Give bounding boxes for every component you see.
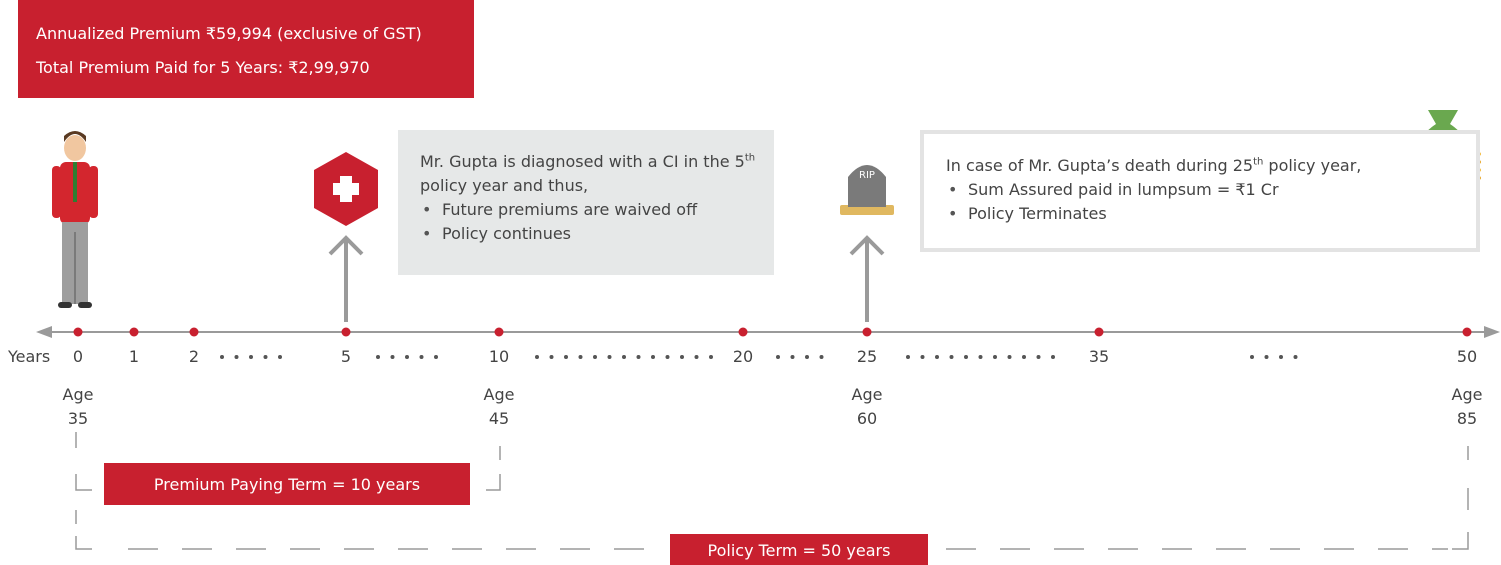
text: policy year, [1263, 156, 1361, 175]
ellipsis-dot [776, 355, 780, 359]
age-value: 85 [1457, 409, 1477, 428]
ellipsis-dot [1294, 355, 1298, 359]
ellipsis-dot [376, 355, 380, 359]
ellipsis-dot [805, 355, 809, 359]
year-label: 50 [1457, 347, 1477, 366]
year-label: 20 [733, 347, 753, 366]
year-label: 1 [129, 347, 139, 366]
ellipsis-dot [1265, 355, 1269, 359]
timeline-point [1463, 328, 1472, 337]
callout-intro: In case of Mr. Gupta’s death during 25th… [946, 154, 1460, 178]
timeline-point [495, 328, 504, 337]
ellipsis-dot [405, 355, 409, 359]
ellipsis-dot [593, 355, 597, 359]
ellipsis-dot [651, 355, 655, 359]
timeline-point [190, 328, 199, 337]
axis-arrow [1484, 326, 1500, 338]
age-label: Age [1452, 385, 1483, 404]
timeline-point [342, 328, 351, 337]
ci-callout: Mr. Gupta is diagnosed with a CI in the … [398, 130, 774, 275]
ellipsis-dot [680, 355, 684, 359]
ellipsis-dot [820, 355, 824, 359]
ellipsis-dot [637, 355, 641, 359]
age-value: 45 [489, 409, 509, 428]
tombstone-icon: RIP [840, 165, 894, 215]
ellipsis-dot [264, 355, 268, 359]
ellipsis-dot [921, 355, 925, 359]
infographic: Annualized Premium ₹59,994 (exclusive of… [0, 0, 1501, 565]
year-label: 2 [189, 347, 199, 366]
ellipsis-dot [249, 355, 253, 359]
ellipsis-dot [420, 355, 424, 359]
age-value: 60 [857, 409, 877, 428]
timeline-point [130, 328, 139, 337]
ci-icon [314, 152, 378, 226]
age-label: Age [852, 385, 883, 404]
year-label: 0 [73, 347, 83, 366]
ellipsis-dot [1008, 355, 1012, 359]
ellipsis-dot [993, 355, 997, 359]
age-value: 35 [68, 409, 88, 428]
person-icon [52, 131, 98, 308]
year-label: 35 [1089, 347, 1109, 366]
year-label: 10 [489, 347, 509, 366]
ellipsis-dot [220, 355, 224, 359]
age-label: Age [63, 385, 94, 404]
bullet: Sum Assured paid in lumpsum = ₹1 Cr [968, 178, 1460, 202]
ellipsis-dot [695, 355, 699, 359]
ellipsis-dot [550, 355, 554, 359]
axis-arrow [36, 326, 52, 338]
callout-intro: Mr. Gupta is diagnosed with a CI in the … [420, 150, 758, 198]
age-label: Age [484, 385, 515, 404]
premium-term: Premium Paying Term = 10 years [154, 475, 420, 494]
ellipsis-dot [1051, 355, 1055, 359]
ellipsis-dot [1037, 355, 1041, 359]
ellipsis-dot [1022, 355, 1026, 359]
axis-label: Years [7, 347, 50, 366]
text: In case of Mr. Gupta’s death during 25 [946, 156, 1253, 175]
tombstone-text: RIP [859, 170, 875, 181]
ellipsis-dot [608, 355, 612, 359]
diagram: Annualized Premium ₹59,994 (exclusive of… [0, 0, 1501, 565]
premium-line: Total Premium Paid for 5 Years: ₹2,99,97… [35, 58, 370, 77]
ellipsis-dot [791, 355, 795, 359]
ellipsis-dot [1250, 355, 1254, 359]
ellipsis-dot [1279, 355, 1283, 359]
policy-term: Policy Term = 50 years [708, 541, 891, 560]
text: policy year and thus, [420, 176, 588, 195]
bullet: Policy Terminates [968, 202, 1460, 226]
ellipsis-dot [709, 355, 713, 359]
ellipsis-dot [979, 355, 983, 359]
premium-box [18, 0, 474, 98]
ellipsis-dot [235, 355, 239, 359]
ellipsis-dot [964, 355, 968, 359]
ellipsis-dot [622, 355, 626, 359]
timeline-point [863, 328, 872, 337]
ellipsis-dot [579, 355, 583, 359]
ellipsis-dot [434, 355, 438, 359]
premium-line: Annualized Premium ₹59,994 (exclusive of… [36, 24, 422, 43]
superscript: th [745, 153, 755, 164]
ellipsis-dot [535, 355, 539, 359]
year-label: 25 [857, 347, 877, 366]
ellipsis-dot [666, 355, 670, 359]
timeline-point [1095, 328, 1104, 337]
ellipsis-dot [564, 355, 568, 359]
timeline-point [739, 328, 748, 337]
ellipsis-dot [391, 355, 395, 359]
year-label: 5 [341, 347, 351, 366]
superscript: th [1253, 157, 1263, 168]
text: Mr. Gupta is diagnosed with a CI in the … [420, 152, 745, 171]
death-callout: In case of Mr. Gupta’s death during 25th… [920, 130, 1480, 252]
ellipsis-dot [906, 355, 910, 359]
bullet: Future premiums are waived off [442, 198, 758, 222]
ellipsis-dot [935, 355, 939, 359]
ellipsis-dot [278, 355, 282, 359]
ellipsis-dot [950, 355, 954, 359]
bullet: Policy continues [442, 222, 758, 246]
timeline-point [74, 328, 83, 337]
